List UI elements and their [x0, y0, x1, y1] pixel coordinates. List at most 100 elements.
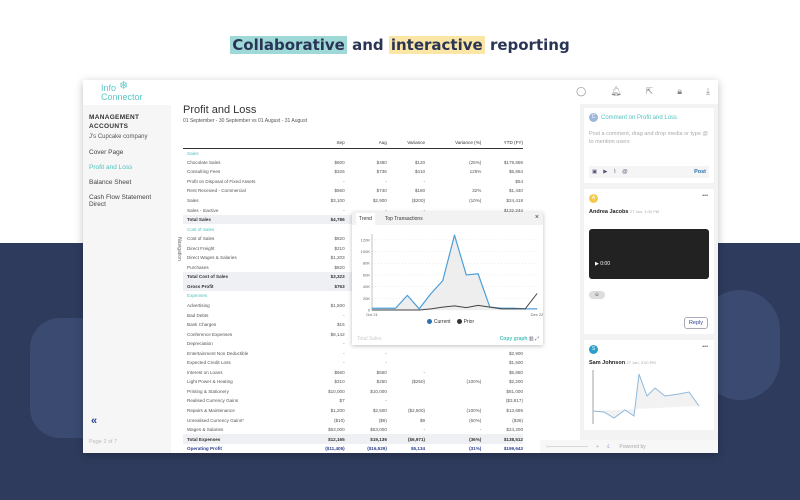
cell-value: - [343, 207, 345, 213]
cell-value: $10,000 [370, 388, 387, 394]
column-header: Sep [303, 137, 345, 149]
table-row[interactable]: Consulting Fees $326 $736 $410 125% $5,854 [183, 167, 523, 177]
cell-value: (10%) [469, 198, 482, 203]
column-header: Aug [344, 137, 387, 149]
table-row[interactable]: Direct Wages & Salaries $1,203 [183, 253, 523, 263]
cell-value: $820 [334, 236, 345, 242]
more-icon[interactable]: ••• [702, 344, 708, 350]
cell-value [387, 387, 425, 397]
table-row[interactable]: Realised Currency Gains $7 - ($3,817) [183, 396, 523, 406]
row-label: Advertising [187, 303, 210, 309]
x-tick-label: Dec 22 [531, 312, 543, 317]
table-row[interactable]: Cost of Sales $820 [183, 234, 523, 244]
moon-icon[interactable]: ☾ [606, 443, 612, 450]
comment-input[interactable]: Post a comment, drag and drop media or t… [589, 131, 709, 145]
table-row[interactable]: Bad Debts - [183, 310, 523, 320]
video-icon[interactable]: ▶ [603, 169, 608, 175]
table-row[interactable]: Cost of Sales [183, 224, 523, 234]
cell-value: - [343, 360, 345, 366]
cell-value: $1,500 [508, 360, 523, 366]
cell-value [425, 177, 481, 187]
more-icon[interactable]: ••• [702, 193, 708, 199]
table-row[interactable]: Depreciation - [183, 339, 523, 349]
table-row[interactable]: Profit on Disposal of Fixed Assets - - - $54 [183, 177, 523, 187]
data-point [383, 309, 385, 311]
sidebar-item-cash-flow[interactable]: Cash Flow Statement Direct [89, 194, 152, 208]
tab-trend[interactable]: Trend [356, 212, 375, 225]
table-row[interactable]: Interest on Loans $660 $550 - $5,850 [183, 368, 523, 378]
row-label: Direct Freight [187, 245, 215, 251]
cell-value [387, 358, 425, 368]
table-row[interactable]: Expected Credit Loss - - $1,500 [183, 358, 523, 368]
close-icon[interactable]: × [534, 214, 539, 221]
table-row[interactable]: Sales [183, 148, 523, 158]
sidebar-item-profit-and-loss[interactable]: Profit and Loss [89, 164, 133, 171]
cell-value: ($6,971) [386, 434, 426, 444]
cell-value [425, 396, 481, 406]
cell-value: $763 [303, 281, 345, 292]
video-player[interactable]: ▶ 0:00 [589, 229, 709, 279]
table-row[interactable]: Repairs & Maintenance $1,200 $2,500 ($2,500… [183, 406, 523, 416]
table-row[interactable]: Total Expenses $12,165 $19,136 ($6,971) (36%… [183, 434, 523, 444]
row-label: Total Sales [183, 214, 303, 225]
company-name: J's Cupcake company [89, 134, 148, 140]
cell-value: $326 [334, 169, 345, 175]
logo: Info Connector ❄ [101, 80, 143, 102]
navigation-toggle[interactable]: Navigation [175, 237, 182, 261]
table-row[interactable]: Sales - Inactive - - - $132,244 [183, 205, 523, 215]
trend-popup: Trend Top Transactions × 0 20K 40K 60K 80K 100… [352, 212, 543, 345]
table-row[interactable]: Printing & Stationery $10,000 $10,000 $81,0… [183, 387, 523, 397]
table-row[interactable]: Light Power & Heating $310 $250 ($250) (100%… [183, 377, 523, 387]
video-time: 0:00 [600, 261, 610, 267]
zoom-slider[interactable]: ○─────────── [546, 443, 588, 450]
bar-chart-icon[interactable]: ▥ [528, 336, 534, 342]
table-row[interactable]: Bank Charges $15 [183, 320, 523, 330]
lock-icon[interactable]: 🔒︎ [677, 86, 683, 96]
table-row[interactable]: Sales $3,100 $2,900 ($200) (10%) $24,418 [183, 196, 523, 206]
table-row[interactable]: Conference Expenses $8,142 [183, 329, 523, 339]
table-row[interactable]: Rent Received - Commercial $560 $740 $180 32… [183, 186, 523, 196]
table-row[interactable]: Purchases $820 [183, 263, 523, 273]
post-button[interactable]: Post [694, 169, 706, 175]
cell-value: $2,900 [508, 350, 523, 356]
data-point [489, 306, 491, 308]
cell-value: $5,134 [411, 446, 426, 452]
cell-value: $2,900 [372, 198, 387, 203]
report: Profit and Loss 01 September - 30 Septem… [183, 104, 543, 451]
row-label: Gross Profit [183, 281, 303, 292]
zoom-in-icon[interactable]: + [596, 443, 599, 450]
table-row[interactable]: Chocolate Sales $600 $480 $120 (25%) $179,859 [183, 158, 523, 168]
cell-value: ($10) [333, 417, 345, 423]
share-icon[interactable]: ⇱ [645, 86, 654, 96]
table-row[interactable]: Operating Profit ($11,405) ($16,529) $5,134… [183, 444, 523, 453]
mention-icon[interactable]: @ [622, 169, 628, 175]
download-icon[interactable]: ⤓ [706, 86, 710, 96]
emoji-button[interactable]: ☺ [589, 291, 605, 299]
cell-value: $9 [419, 417, 426, 423]
cell-value: $3,323 [303, 272, 345, 282]
cell-value [425, 148, 481, 158]
table-row[interactable]: Wages & Salaries $53,000 $53,000 - - $24,200 [183, 425, 523, 435]
top-toolbar: ◯ 🔔︎ ⇱ 🔒︎ ⤓ [576, 86, 710, 97]
cell-value: $1,500 [330, 303, 345, 309]
user-icon[interactable]: ◯ [576, 86, 587, 96]
sidebar-item-balance-sheet[interactable]: Balance Sheet [89, 179, 132, 186]
sidebar-item-cover-page[interactable]: Cover Page [89, 149, 124, 156]
table-row[interactable]: Entertainment Non Deductible - - $2,900 [183, 348, 523, 358]
copy-graph-button[interactable]: Copy graph [499, 336, 528, 342]
table-row[interactable]: Unrealised Currency Gains* ($10) ($9) $9 (50… [183, 415, 523, 425]
expand-icon[interactable]: ⤢ [534, 336, 539, 342]
row-label: Consulting Fees [187, 169, 221, 175]
image-icon[interactable]: ▣ [592, 169, 598, 175]
table-row[interactable]: Direct Freight $210 [183, 243, 523, 253]
tab-top-transactions[interactable]: Top Transactions [384, 215, 423, 222]
collapse-chevron-icon[interactable]: « [91, 415, 98, 427]
cell-value: (25%) [469, 159, 482, 165]
cell-value: (50%) [469, 417, 482, 423]
cell-value: - [385, 360, 387, 366]
table-row[interactable]: Expenses [183, 291, 523, 301]
table-row[interactable]: Advertising $1,500 [183, 301, 523, 311]
reply-button[interactable]: Reply [683, 317, 708, 329]
attach-icon[interactable]: ⌇ [613, 169, 617, 175]
bell-icon[interactable]: 🔔︎ [610, 86, 622, 96]
